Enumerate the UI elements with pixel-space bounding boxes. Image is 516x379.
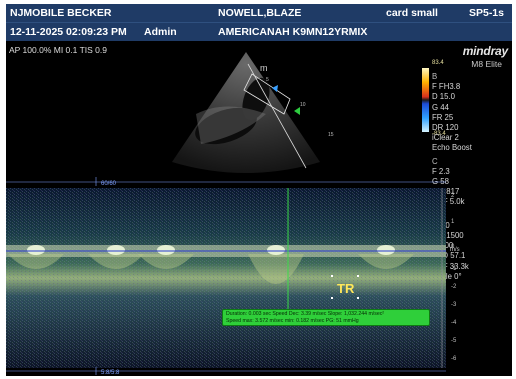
param-section-b: B: [432, 72, 438, 81]
param-c-3: PRF 5.0k: [432, 197, 465, 207]
velocity-tick: -5: [451, 338, 457, 344]
flow-envelope: [138, 254, 194, 269]
acoustic-output-readout: AP 100.0% MI 0.1 TIS 0.9: [9, 45, 107, 55]
velocity-tick: -6: [451, 356, 457, 362]
param-b-6: Echo Boost: [432, 143, 472, 153]
flow-envelopes: [8, 245, 414, 284]
focus-marker-icon: [272, 85, 278, 92]
echo-sector-image: m 5 10 15: [172, 52, 334, 173]
velocity-tick: -2: [451, 284, 457, 290]
velocity-tick: -4: [451, 320, 457, 326]
exam-datetime: 12-11-2025 02:09:23 PM: [10, 26, 127, 38]
bottom-scale-label: 5.8/5.8: [101, 370, 120, 376]
flow-envelope: [358, 254, 414, 269]
spectral-bottom-scale: 5.8/5.8: [6, 367, 446, 376]
flow-spike: [27, 245, 45, 255]
sector-marker: m: [260, 63, 268, 73]
param-section-c: C: [432, 156, 438, 166]
operator-name: Admin: [144, 26, 177, 38]
myocardium: [196, 106, 266, 144]
annotation-corner-dot: [357, 275, 359, 277]
param-cw-3: SVD 57.1: [432, 251, 466, 261]
cw-cursor-line[interactable]: [247, 63, 307, 169]
depth-tick-label: 5: [266, 77, 269, 83]
header-row-1: NJMOBILE BECKER NOWELL,BLAZE card small …: [6, 4, 512, 23]
cardiac-chamber: [242, 77, 270, 121]
param-cw-4: PRF 33.3k: [432, 261, 469, 271]
annotation-corner-dot: [331, 275, 333, 277]
top-scale-label: 60/60: [101, 181, 117, 187]
flow-spike: [377, 245, 395, 255]
flow-envelope: [248, 254, 304, 284]
preset-name: card small: [386, 7, 438, 19]
depth-tick-label: 15: [328, 132, 334, 138]
param-cw-1: WF 1500: [432, 231, 464, 241]
spectral-top-scale: 60/60: [6, 177, 446, 187]
ultrasound-screen: NJMOBILE BECKER NOWELL,BLAZE card small …: [6, 4, 512, 376]
annotation-corner-dot: [331, 297, 333, 299]
probe-name: SP5-1s: [468, 7, 504, 19]
color-box[interactable]: [243, 73, 291, 115]
institution-name: NJMOBILE BECKER: [10, 7, 112, 19]
flow-spike: [157, 245, 175, 255]
cw-doppler-spectrum: [6, 188, 446, 368]
param-b-2: G 44: [432, 102, 449, 112]
flow-envelope: [8, 254, 64, 269]
flow-envelope: [88, 254, 144, 269]
depth-tick-label: 10: [300, 102, 306, 108]
velocity-tick: 1: [451, 219, 455, 225]
measurement-line-1: Duration: 0.003 sec Speed Dec: 3.39 m/se…: [226, 311, 385, 317]
velocity-tick: 0: [451, 244, 455, 250]
model-name: M8 Elite: [471, 59, 502, 69]
color-bar-gradient: [422, 68, 429, 132]
param-b-4: DR 120: [432, 123, 459, 133]
param-cw-5: Angle 0°: [432, 271, 462, 281]
measurement-result-box[interactable]: Duration: 0.003 sec Speed Dec: 3.39 m/se…: [222, 309, 430, 327]
color-velocity-bar: 83.4 -83.4: [420, 58, 446, 143]
velocity-unit-label: m/s: [450, 247, 460, 253]
velocity-tick: -1: [451, 266, 457, 272]
gate-marker-icon: [294, 107, 300, 115]
param-b-0: F FH3.8: [432, 82, 461, 92]
flow-spike: [107, 245, 125, 255]
param-c-1: G 58: [432, 177, 449, 187]
velocity-tick: -3: [451, 302, 457, 308]
color-bar-min-label: -83.4: [432, 131, 446, 137]
flow-spike: [267, 245, 285, 255]
annotation-label[interactable]: TR: [337, 281, 355, 296]
param-b-3: FR 25: [432, 112, 454, 122]
param-c-0: F 2.3: [432, 166, 450, 176]
exam-id: AMERICANAH K9MN12YRMIX: [218, 26, 368, 38]
param-b-5: iClear 2: [432, 133, 459, 143]
velocity-tick: 2: [451, 193, 455, 199]
measurement-line-2: Speed max: 3.572 m/sec min: 0.182 m/sec …: [226, 317, 359, 324]
spectrum-noise: [6, 188, 446, 368]
header-row-2: 12-11-2025 02:09:23 PM Admin AMERICANAH …: [6, 23, 512, 41]
brand-logo: mindray: [462, 44, 508, 58]
annotation-corner-dot: [357, 297, 359, 299]
patient-name: NOWELL,BLAZE: [218, 7, 302, 19]
param-b-1: D 15.0: [432, 92, 455, 102]
cardiac-chamber: [195, 107, 257, 145]
color-bar-max-label: 83.4: [432, 60, 444, 66]
